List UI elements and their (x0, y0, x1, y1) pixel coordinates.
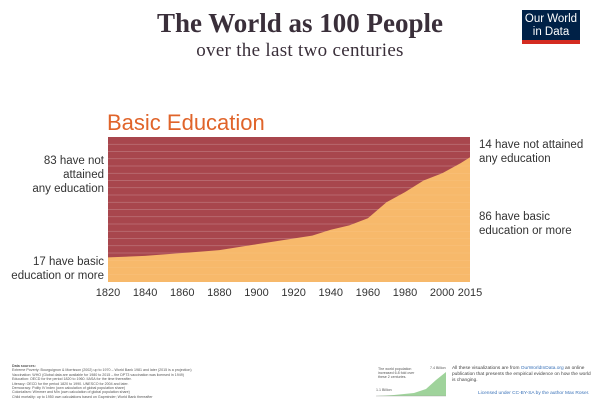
license-link[interactable]: Licensed under CC-BY-SA by the author Ma… (478, 391, 590, 396)
data-source-line: Education: OECD for the period 1820 to 1… (12, 377, 132, 382)
logo-line-2: in Data (532, 26, 570, 38)
population-mini-text: The world population increased 6.8 fold … (378, 367, 415, 380)
owid-logo[interactable]: Our World in Data (522, 10, 580, 44)
label-left-top: 83 have not attained any education (8, 154, 104, 196)
x-tick-label: 1880 (207, 287, 231, 299)
label-left-bottom-line2: education or more (11, 270, 104, 282)
credit-text: All these visualizations are from OurWor… (452, 366, 592, 383)
logo-red-bar (522, 40, 580, 44)
owid-link[interactable]: OurWorldInData.org (520, 366, 564, 371)
label-right-bottom-line1: 86 have basic (479, 211, 550, 223)
x-tick-label: 2015 (458, 287, 482, 299)
logo-line-1: Our World (524, 13, 578, 25)
data-sources: Data sources: Extreme Poverty: Bourguign… (12, 364, 372, 399)
credit-prefix: All these visualizations are from (452, 366, 521, 371)
data-source-line: Child mortality: up to 1950 own calculat… (12, 394, 153, 399)
data-source-line: Extreme Poverty: Bourguignon & Morrisson… (12, 368, 192, 373)
label-left-top-line1: 83 have not attained (43, 155, 104, 181)
credit-suffix: an online publication that presents the … (452, 366, 591, 383)
x-tick-label: 1900 (244, 287, 268, 299)
label-left-top-line2: any education (32, 183, 104, 195)
x-tick-label: 1840 (133, 287, 157, 299)
label-right-top-line2: any education (479, 153, 551, 165)
chart-subtitle: over the last two centuries (196, 40, 404, 61)
x-axis: 1820 1840 1860 1880 1900 1920 1940 1960 1980 2000… (96, 287, 482, 299)
x-tick-label: 1940 (319, 287, 343, 299)
population-mini-area (376, 372, 446, 396)
data-source-line: Literacy: OECD for the period 1820 to 19… (12, 381, 129, 386)
label-left-bottom: 17 have basic education or more (8, 255, 104, 283)
label-right-top-line1: 14 have not attained (479, 139, 584, 151)
label-right-bottom: 86 have basic education or more (479, 210, 572, 238)
label-left-bottom-line1: 17 have basic (33, 256, 104, 268)
area-basic-education (108, 157, 470, 282)
population-mini-start-label: 1.1 Billion (376, 388, 392, 392)
data-source-line: Democracy: Polity IV index (own calculat… (12, 386, 126, 391)
plot-area (108, 137, 470, 282)
label-right-top: 14 have not attained any education (479, 138, 583, 166)
data-source-line: Vaccination: WHO (Global data are availa… (12, 372, 184, 377)
label-right-bottom-line2: education or more (479, 225, 572, 237)
x-tick-label: 1860 (170, 287, 194, 299)
x-tick-label: 1920 (281, 287, 305, 299)
data-sources-heading: Data sources: (12, 364, 36, 368)
x-tick-label: 1980 (393, 287, 417, 299)
section-title: Basic Education (107, 110, 265, 135)
x-tick-label: 1960 (356, 287, 380, 299)
chart-title: The World as 100 People (156, 8, 444, 38)
data-source-line: Colonialism: Wimmer and Min (own calcula… (12, 390, 130, 395)
x-tick-label: 2000 (430, 287, 454, 299)
x-tick-label: 1820 (96, 287, 120, 299)
population-mini-end-label: 7.4 Billion (430, 366, 446, 370)
population-mini-chart (376, 372, 446, 397)
